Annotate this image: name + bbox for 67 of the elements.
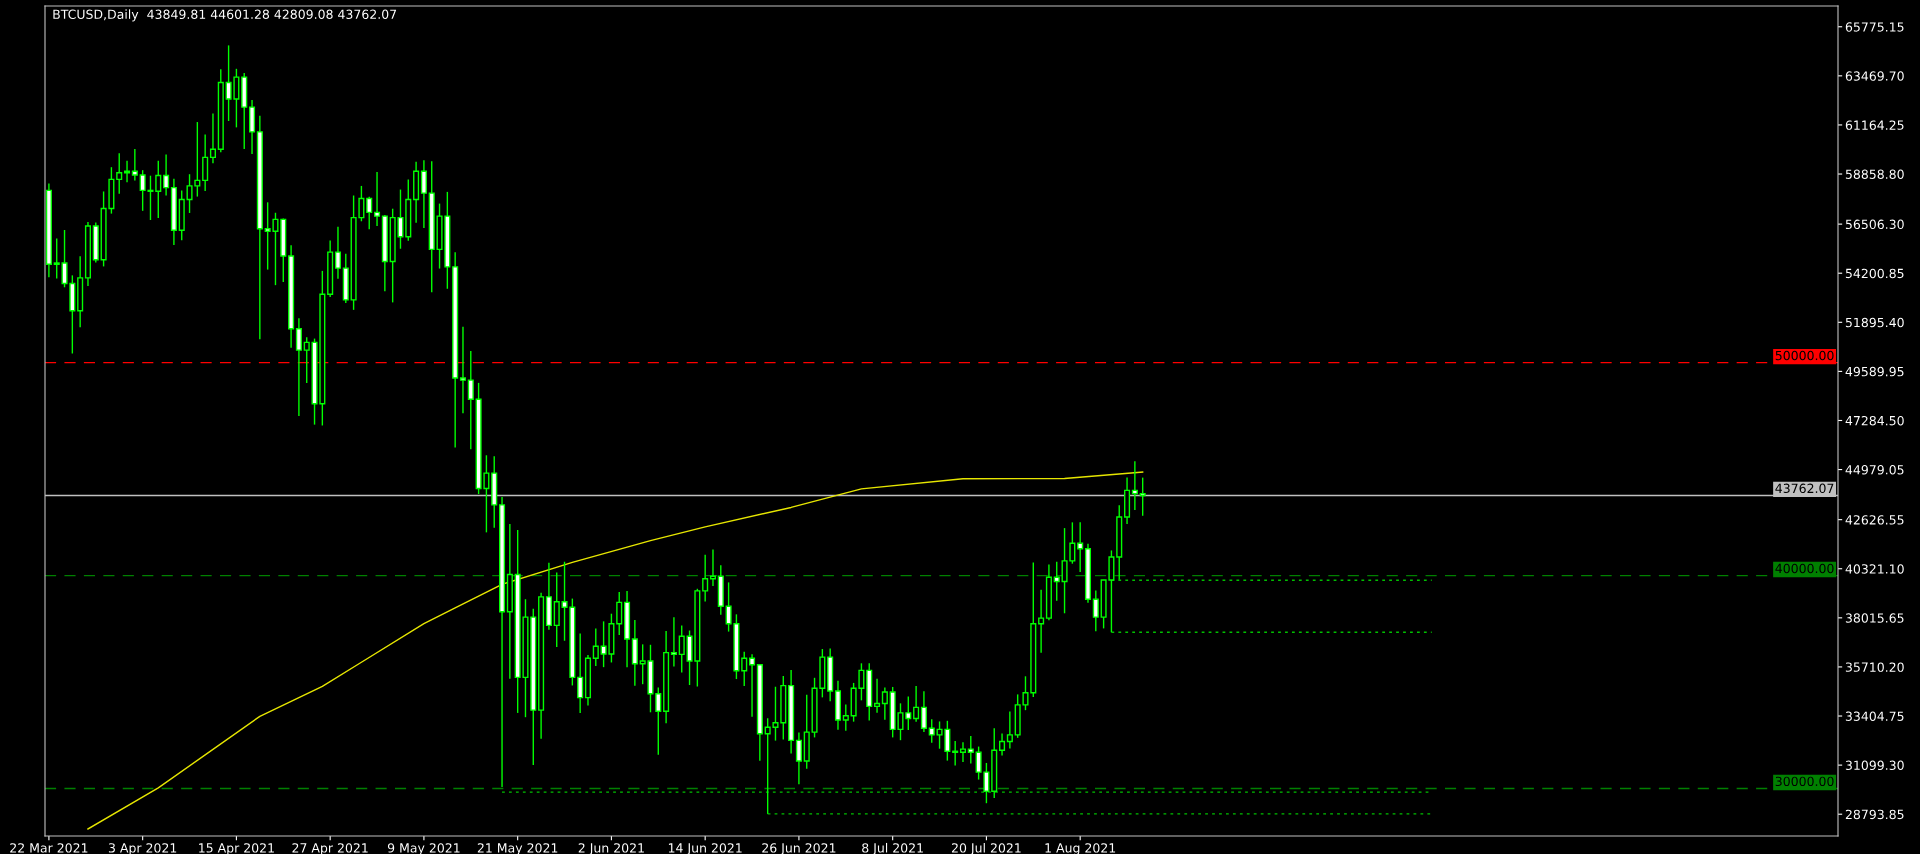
candlestick bbox=[999, 732, 1006, 757]
ref-line-label: 43762.07 bbox=[1775, 483, 1834, 494]
line-series bbox=[87, 471, 1144, 830]
y-tick-label: 47284.50 bbox=[1845, 415, 1904, 426]
candlestick bbox=[467, 350, 474, 451]
candlestick bbox=[366, 196, 373, 231]
chart-title: BTCUSD,Daily 43849.81 44601.28 42809.08 43762.07 bbox=[53, 9, 397, 22]
candlestick bbox=[741, 651, 748, 687]
y-tick-label: 28793.85 bbox=[1845, 809, 1904, 820]
y-tick-label: 63469.70 bbox=[1845, 71, 1904, 81]
y-tick-label: 42626.55 bbox=[1845, 515, 1904, 525]
y-tick-label: 38015.65 bbox=[1845, 613, 1904, 623]
y-tick-label: 33404.75 bbox=[1845, 711, 1904, 721]
candlestick bbox=[1139, 476, 1146, 517]
candlestick bbox=[116, 152, 123, 195]
candlestick bbox=[702, 554, 709, 603]
candlestick bbox=[913, 685, 920, 723]
y-tick-label: 35710.20 bbox=[1845, 662, 1904, 672]
candlestick bbox=[459, 325, 467, 415]
candlestick bbox=[373, 171, 381, 227]
candlestick bbox=[1092, 589, 1099, 633]
y-tick-label: 56506.30 bbox=[1845, 219, 1904, 230]
candlestick bbox=[209, 112, 217, 165]
candlestick bbox=[928, 718, 935, 744]
candlestick bbox=[553, 571, 560, 648]
candlestick bbox=[1038, 589, 1045, 654]
candlestick bbox=[577, 632, 584, 714]
candlestick bbox=[874, 678, 881, 714]
x-tick-label: 14 Jun 2021 bbox=[668, 843, 742, 854]
y-tick-label: 44979.05 bbox=[1845, 465, 1904, 475]
candlestick bbox=[920, 690, 927, 733]
candlestick bbox=[616, 591, 623, 636]
candlestick bbox=[959, 741, 967, 763]
candlestick bbox=[1077, 521, 1084, 573]
candlestick bbox=[131, 148, 138, 182]
candlestick bbox=[334, 226, 342, 280]
x-tick-label: 20 Jul 2021 bbox=[951, 842, 1021, 854]
candlestick bbox=[881, 686, 888, 721]
candlestick bbox=[678, 624, 685, 674]
candlestick bbox=[295, 317, 302, 417]
x-tick-label: 2 Jun 2021 bbox=[578, 843, 644, 854]
candlestick bbox=[1131, 460, 1138, 511]
candlestick bbox=[202, 133, 209, 192]
y-tick-label: 61164.25 bbox=[1845, 120, 1904, 130]
candlestick bbox=[795, 731, 802, 785]
x-tick-label: 22 Mar 2021 bbox=[10, 843, 88, 853]
candlestick bbox=[163, 153, 170, 197]
y-tick-label: 31099.30 bbox=[1845, 760, 1904, 771]
y-tick-label: 65775.15 bbox=[1845, 22, 1904, 32]
candlestick bbox=[842, 703, 849, 732]
x-tick-label: 8 Jul 2021 bbox=[862, 842, 923, 854]
y-tick-label: 58858.80 bbox=[1845, 169, 1904, 179]
candlestick bbox=[1053, 561, 1060, 602]
candlestick bbox=[952, 740, 959, 767]
ref-line-label: 30000.00 bbox=[1775, 776, 1834, 787]
y-tick-label: 49589.95 bbox=[1845, 366, 1904, 377]
ref-line-label: 40000.00 bbox=[1775, 563, 1834, 574]
ref-line-label: 50000.00 bbox=[1775, 350, 1834, 361]
candlestick bbox=[592, 627, 599, 667]
candlestick bbox=[670, 616, 677, 668]
y-tick-label: 40321.10 bbox=[1845, 564, 1904, 574]
candlestick bbox=[967, 735, 974, 765]
y-tick-label: 54200.85 bbox=[1845, 268, 1904, 279]
y-tick-label: 51895.40 bbox=[1845, 317, 1904, 328]
x-tick-label: 26 Jun 2021 bbox=[762, 843, 836, 854]
candlestick bbox=[420, 159, 427, 229]
candlestick bbox=[1006, 710, 1013, 750]
